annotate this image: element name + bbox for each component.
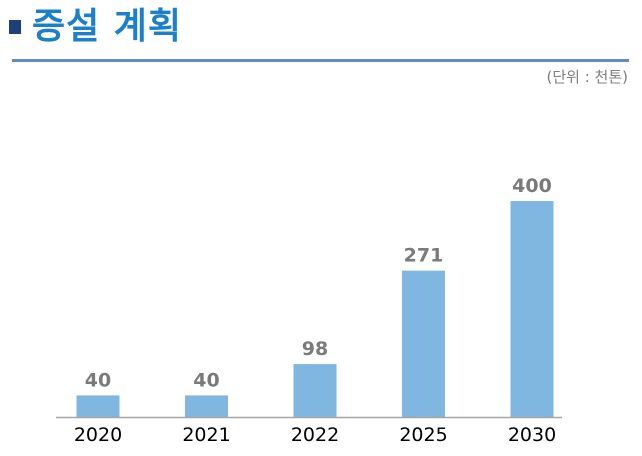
title-divider: [12, 59, 629, 62]
bar-2020: [76, 395, 120, 417]
bar-2025: [402, 270, 445, 417]
page-title: 증설 계획: [32, 6, 183, 47]
x-tick-label-2030: 2030: [508, 424, 556, 446]
bar-2022: [293, 364, 337, 417]
value-label-2021: 40: [193, 369, 219, 391]
title-bullet-icon: [9, 20, 21, 34]
x-tick-label-2021: 2021: [182, 424, 230, 446]
unit-note: (단위 : 천톤): [546, 68, 629, 86]
x-tick-label-2025: 2025: [399, 424, 447, 446]
value-label-2030: 400: [512, 175, 552, 197]
value-label-2022: 98: [302, 338, 328, 360]
x-tick-label-2022: 2022: [291, 424, 339, 446]
value-label-2020: 40: [85, 369, 111, 391]
bar-2021: [185, 395, 228, 417]
bar-2030: [510, 201, 554, 417]
x-tick-label-2020: 2020: [74, 424, 122, 446]
value-label-2025: 271: [404, 245, 444, 267]
